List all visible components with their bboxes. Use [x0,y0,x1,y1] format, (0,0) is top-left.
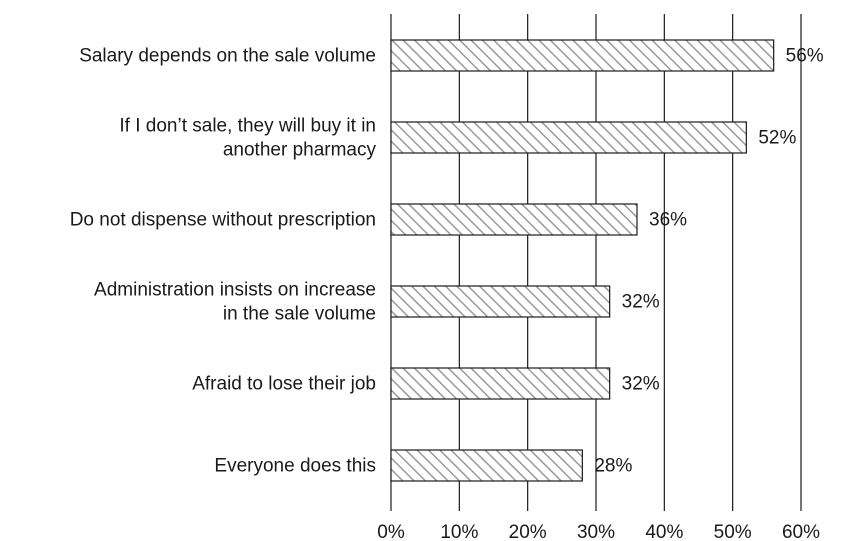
category-label: Do not dispense without prescription [70,210,376,231]
category-label: Salary depends on the sale volume [79,46,376,67]
data-label: 32% [622,292,660,313]
data-label: 32% [622,374,660,395]
category-label: Afraid to lose their job [192,374,376,395]
gridlines [390,14,802,511]
value-labels: 56% 52% 36% 32% 32% 28% [594,46,823,477]
data-label: 56% [786,46,824,67]
x-tick-label: 10% [440,522,478,541]
category-label: If I don’t sale, they will buy it in anot… [119,116,376,161]
x-tick-label: 60% [782,522,820,541]
bar [390,203,638,236]
bar [390,285,611,318]
x-axis-tick-labels: 0% 10% 20% 30% 40% 50% 60% [377,522,820,541]
x-tick-label: 30% [577,522,615,541]
bars [390,39,775,482]
category-label: Administration insists on increase in the… [94,280,376,325]
data-label: 28% [594,456,632,477]
x-tick-label: 20% [509,522,547,541]
category-labels: Salary depends on the sale volume If I do… [70,46,377,477]
x-tick-label: 40% [645,522,683,541]
category-label: Everyone does this [214,456,376,477]
x-tick-label: 50% [714,522,752,541]
data-label: 36% [649,210,687,231]
data-label: 52% [758,128,796,149]
bar [390,367,611,400]
bar [390,39,775,72]
bar [390,449,583,482]
x-tick-label: 0% [377,522,405,541]
bar [390,121,747,154]
